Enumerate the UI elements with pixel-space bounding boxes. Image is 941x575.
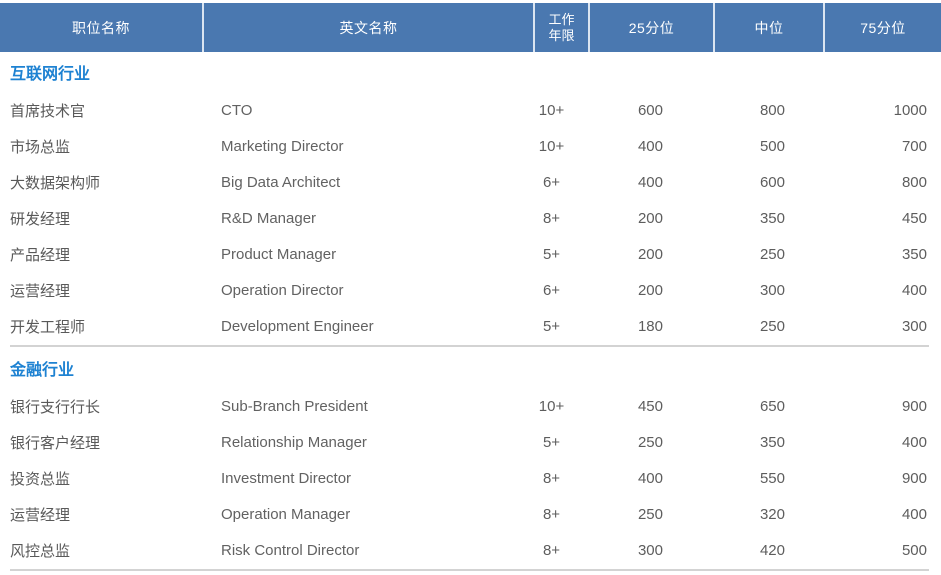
position-name-cell: 大数据架构师 — [10, 174, 101, 192]
table-row: 大数据架构师 Big Data Architect 6+ 400 600 800 — [0, 164, 941, 200]
english-name-cell: Sub-Branch President — [221, 397, 368, 415]
work-years-cell: 6+ — [542, 281, 561, 299]
header-english-name: 英文名称 — [202, 3, 533, 52]
table-row: 运营经理 Operation Manager 8+ 250 320 400 — [0, 496, 941, 532]
english-name-cell: Risk Control Director — [221, 541, 360, 559]
section-title: 互联网行业 — [10, 66, 91, 83]
table-row: 产品经理 Product Manager 5+ 200 250 350 — [0, 236, 941, 272]
median-cell: 550 — [759, 469, 785, 487]
header-median: 中位 — [713, 3, 823, 52]
position-name-cell: 投资总监 — [10, 470, 71, 488]
position-name-cell: 运营经理 — [10, 506, 71, 524]
median-cell: 600 — [759, 173, 785, 191]
table-row: 开发工程师 Development Engineer 5+ 180 250 300 — [0, 308, 941, 344]
header-percentile-25: 25分位 — [588, 3, 713, 52]
percentile-75-cell: 400 — [901, 505, 927, 523]
percentile-25-cell: 300 — [637, 541, 663, 559]
table-header-row: 职位名称 英文名称 工作 年限 25分位 中位 75分位 — [0, 3, 941, 52]
percentile-25-cell: 400 — [637, 173, 663, 191]
position-name-cell: 银行支行行长 — [10, 398, 101, 416]
percentile-75-cell: 800 — [901, 173, 927, 191]
english-name-cell: R&D Manager — [221, 209, 317, 227]
salary-table: 职位名称 英文名称 工作 年限 25分位 中位 75分位 互联网行业首席技术官 C… — [0, 3, 941, 571]
work-years-cell: 10+ — [538, 101, 565, 119]
percentile-25-cell: 200 — [637, 209, 663, 227]
work-years-cell: 10+ — [538, 397, 565, 415]
section-divider — [10, 345, 929, 347]
percentile-25-cell: 600 — [637, 101, 663, 119]
percentile-25-cell: 200 — [637, 245, 663, 263]
position-name-cell: 运营经理 — [10, 282, 71, 300]
english-name-cell: Big Data Architect — [221, 173, 341, 191]
position-name-cell: 开发工程师 — [10, 318, 86, 336]
median-cell: 300 — [759, 281, 785, 299]
percentile-75-cell: 900 — [901, 469, 927, 487]
work-years-cell: 5+ — [542, 433, 561, 451]
work-years-cell: 10+ — [538, 137, 565, 155]
percentile-75-cell: 350 — [901, 245, 927, 263]
header-position-name: 职位名称 — [72, 19, 130, 36]
section-divider — [10, 569, 929, 571]
table-row: 银行客户经理 Relationship Manager 5+ 250 350 400 — [0, 424, 941, 460]
header-work-years: 工作 年限 — [533, 3, 588, 52]
work-years-cell: 8+ — [542, 209, 561, 227]
work-years-cell: 8+ — [542, 541, 561, 559]
percentile-75-cell: 400 — [901, 281, 927, 299]
table-row: 运营经理 Operation Director 6+ 200 300 400 — [0, 272, 941, 308]
median-cell: 250 — [759, 245, 785, 263]
english-name-cell: Investment Director — [221, 469, 352, 487]
percentile-75-cell: 1000 — [893, 101, 927, 119]
english-name-cell: CTO — [221, 101, 253, 119]
position-name-cell: 风控总监 — [10, 542, 71, 560]
table-row: 首席技术官 CTO 10+ 600 800 1000 — [0, 92, 941, 128]
english-name-cell: Operation Director — [221, 281, 344, 299]
english-name-cell: Operation Manager — [221, 505, 351, 523]
percentile-25-cell: 450 — [637, 397, 663, 415]
table-row: 投资总监 Investment Director 8+ 400 550 900 — [0, 460, 941, 496]
median-cell: 250 — [759, 317, 785, 335]
english-name-cell: Product Manager — [221, 245, 337, 263]
work-years-cell: 8+ — [542, 469, 561, 487]
position-name-cell: 银行客户经理 — [10, 434, 101, 452]
position-name-cell: 产品经理 — [10, 246, 71, 264]
table-row: 市场总监 Marketing Director 10+ 400 500 700 — [0, 128, 941, 164]
english-name-cell: Development Engineer — [221, 317, 374, 335]
median-cell: 800 — [759, 101, 785, 119]
percentile-75-cell: 400 — [901, 433, 927, 451]
percentile-75-cell: 450 — [901, 209, 927, 227]
work-years-cell: 5+ — [542, 245, 561, 263]
median-cell: 320 — [759, 505, 785, 523]
percentile-75-cell: 500 — [901, 541, 927, 559]
position-name-cell: 研发经理 — [10, 210, 71, 228]
header-percentile-75: 75分位 — [823, 3, 941, 52]
table-row: 研发经理 R&D Manager 8+ 200 350 450 — [0, 200, 941, 236]
english-name-cell: Relationship Manager — [221, 433, 367, 451]
median-cell: 350 — [759, 433, 785, 451]
percentile-25-cell: 250 — [637, 505, 663, 523]
median-cell: 350 — [759, 209, 785, 227]
work-years-cell: 5+ — [542, 317, 561, 335]
median-cell: 420 — [759, 541, 785, 559]
percentile-25-cell: 400 — [637, 469, 663, 487]
median-cell: 500 — [759, 137, 785, 155]
percentile-75-cell: 300 — [901, 317, 927, 335]
percentile-25-cell: 200 — [637, 281, 663, 299]
percentile-25-cell: 180 — [637, 317, 663, 335]
english-name-cell: Marketing Director — [221, 137, 344, 155]
table-row: 银行支行行长 Sub-Branch President 10+ 450 650 900 — [0, 388, 941, 424]
work-years-cell: 6+ — [542, 173, 561, 191]
work-years-cell: 8+ — [542, 505, 561, 523]
percentile-75-cell: 700 — [901, 137, 927, 155]
table-row: 风控总监 Risk Control Director 8+ 300 420 500 — [0, 532, 941, 568]
position-name-cell: 首席技术官 — [10, 102, 86, 120]
percentile-25-cell: 400 — [637, 137, 663, 155]
position-name-cell: 市场总监 — [10, 138, 71, 156]
median-cell: 650 — [759, 397, 785, 415]
table-body: 互联网行业首席技术官 CTO 10+ 600 800 1000 市场总监 Marketing … — [0, 52, 941, 571]
section-title: 金融行业 — [10, 362, 75, 379]
percentile-75-cell: 900 — [901, 397, 927, 415]
percentile-25-cell: 250 — [637, 433, 663, 451]
